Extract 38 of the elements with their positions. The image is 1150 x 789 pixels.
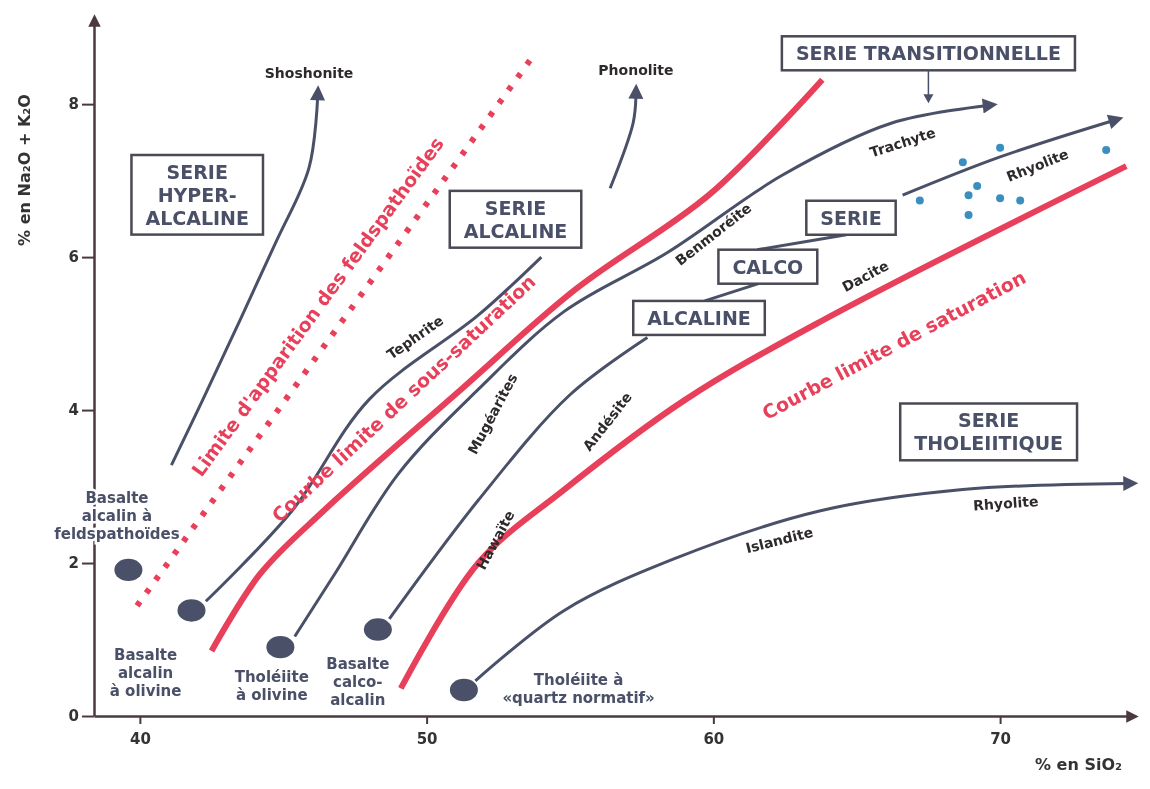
- point: [964, 191, 973, 200]
- x-axis-title: % en SiO₂: [1034, 755, 1122, 774]
- x-tick-label: 60: [703, 729, 725, 748]
- point: [449, 678, 478, 702]
- point: [363, 618, 392, 641]
- point: [973, 181, 982, 190]
- annotation: Phonolite: [598, 61, 674, 78]
- annotation: SERIE THOLEIITIQUE: [914, 409, 1064, 455]
- annotation: Tholéiite à olivine: [234, 667, 309, 704]
- point: [266, 635, 295, 659]
- point: [1016, 196, 1025, 205]
- annotation: SERIE ALCALINE: [463, 196, 568, 242]
- annotation: Rhyolite: [972, 493, 1039, 514]
- y-tick-label: 6: [68, 248, 79, 267]
- annotation: Shoshonite: [264, 65, 354, 82]
- y-tick-label: 0: [68, 707, 79, 726]
- annotation: SERIE TRANSITIONNELLE: [795, 42, 1061, 65]
- x-tick-label: 50: [416, 729, 438, 748]
- x-tick-label: 70: [990, 729, 1012, 748]
- annotation: SERIE: [820, 206, 882, 229]
- annotation: Basalte calco- alcalin: [326, 654, 390, 709]
- point: [915, 196, 924, 205]
- annotation: ALCALINE: [647, 306, 751, 329]
- annotation: Tholéiite à «quartz normatif»: [502, 670, 655, 707]
- point: [1102, 146, 1111, 155]
- point: [996, 194, 1005, 203]
- y-tick-label: 4: [68, 401, 79, 420]
- point: [958, 158, 967, 167]
- y-axis-title: % en Na₂O + K₂O: [15, 94, 34, 246]
- annotation: SERIE HYPER- ALCALINE: [145, 161, 249, 229]
- point: [177, 599, 206, 622]
- point: [114, 558, 143, 582]
- point: [964, 211, 973, 220]
- y-tick-label: 2: [68, 554, 79, 573]
- point: [996, 143, 1005, 152]
- x-tick-label: 40: [129, 729, 151, 748]
- annotation: Basalte alcalin à olivine: [109, 646, 182, 701]
- y-tick-label: 8: [68, 95, 79, 114]
